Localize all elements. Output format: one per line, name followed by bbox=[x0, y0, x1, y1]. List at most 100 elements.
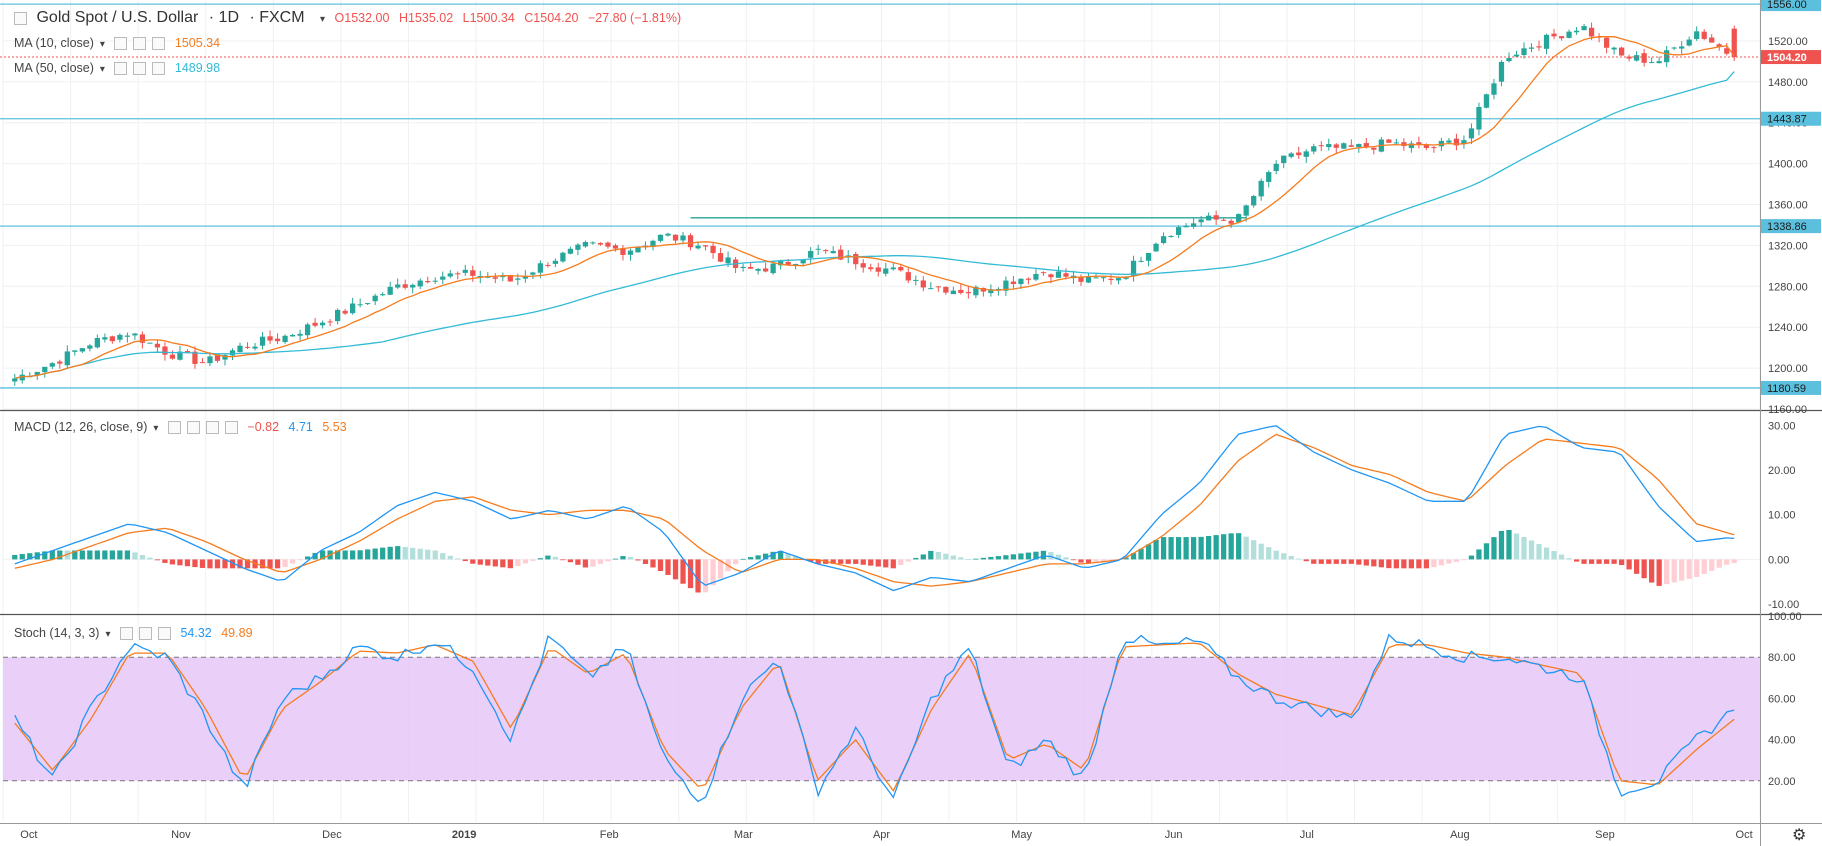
candle-body bbox=[695, 245, 701, 249]
candle-body bbox=[1341, 143, 1347, 149]
candle-body bbox=[1033, 274, 1039, 280]
macd-histogram-bar bbox=[395, 546, 401, 560]
macd-histogram-bar bbox=[717, 559, 724, 579]
macd-histogram-bar bbox=[935, 551, 941, 560]
candle-body bbox=[1175, 227, 1182, 235]
macd-histogram-bar bbox=[132, 552, 138, 560]
macd-histogram-bar bbox=[1641, 559, 1647, 579]
macd-histogram-bar bbox=[154, 559, 161, 561]
macd-histogram-bar bbox=[560, 559, 566, 561]
candle-body bbox=[297, 333, 303, 336]
candle-body bbox=[1408, 143, 1414, 149]
source-icon[interactable] bbox=[205, 421, 219, 435]
visibility-icon[interactable] bbox=[114, 37, 128, 51]
gear-icon[interactable]: ⚙ bbox=[1792, 827, 1806, 844]
candle-body bbox=[1221, 219, 1227, 221]
macd-histogram-bar bbox=[1025, 552, 1032, 560]
macd-histogram-bar bbox=[1468, 555, 1475, 560]
macd-legend[interactable]: MACD (12, 26, close, 9) ▾ −0.82 4.71 5.53 bbox=[14, 420, 353, 435]
candle-body bbox=[462, 269, 468, 273]
macd-histogram-bar bbox=[1123, 557, 1129, 560]
macd-histogram-bar bbox=[1145, 544, 1152, 560]
candle-body bbox=[747, 267, 754, 269]
candle-body bbox=[357, 304, 363, 306]
remove-icon[interactable] bbox=[157, 627, 171, 641]
macd-histogram-bar bbox=[1190, 537, 1197, 560]
candle-body bbox=[1160, 236, 1167, 244]
macd-histogram-bar bbox=[1709, 559, 1715, 571]
chevron-down-icon[interactable]: ▾ bbox=[320, 14, 326, 25]
main-legend: Gold Spot / U.S. Dollar · 1D · FXCM ▾ O1… bbox=[14, 9, 687, 27]
chevron-down-icon[interactable]: ▾ bbox=[99, 64, 105, 75]
stoch-legend[interactable]: Stoch (14, 3, 3) ▾ 54.32 49.89 bbox=[14, 626, 259, 641]
remove-icon[interactable] bbox=[224, 421, 238, 435]
macd-histogram-bar bbox=[192, 559, 198, 568]
symbol-title[interactable]: Gold Spot / U.S. Dollar · 1D · FXCM bbox=[36, 9, 305, 26]
macd-histogram-bar bbox=[920, 554, 926, 560]
time-axis-label: Feb bbox=[600, 829, 619, 841]
settings-icon[interactable] bbox=[186, 421, 200, 435]
ma10-legend[interactable]: MA (10, close) ▾ 1505.34 bbox=[14, 36, 226, 51]
candle-body bbox=[259, 336, 266, 346]
macd-histogram-bar bbox=[868, 559, 874, 566]
candle-body bbox=[147, 342, 153, 344]
candle-body bbox=[650, 240, 656, 248]
remove-icon[interactable] bbox=[152, 62, 166, 76]
candle-body bbox=[1348, 145, 1354, 147]
price-tick-label: 1240.00 bbox=[1768, 322, 1808, 334]
chevron-down-icon[interactable]: ▾ bbox=[99, 39, 105, 50]
candle-body bbox=[387, 286, 393, 295]
candle-body bbox=[372, 295, 378, 302]
visibility-icon[interactable] bbox=[114, 62, 128, 76]
macd-histogram-bar bbox=[740, 558, 746, 560]
candle-body bbox=[575, 244, 581, 250]
macd-histogram-bar bbox=[1521, 537, 1527, 560]
macd-histogram-bar bbox=[1558, 554, 1565, 560]
last-price-tag-label: 1504.20 bbox=[1767, 52, 1807, 64]
visibility-icon[interactable] bbox=[167, 421, 181, 435]
candle-body bbox=[1100, 277, 1107, 279]
macd-histogram-bar bbox=[447, 555, 453, 560]
candle-body bbox=[868, 267, 874, 270]
ma50-legend[interactable]: MA (50, close) ▾ 1489.98 bbox=[14, 61, 226, 76]
price-tick-label: 1520.00 bbox=[1768, 36, 1808, 48]
candle-body bbox=[199, 362, 206, 364]
macd-histogram-bar bbox=[1048, 552, 1054, 560]
remove-icon[interactable] bbox=[152, 37, 166, 51]
candle-body bbox=[402, 284, 408, 288]
candle-body bbox=[417, 280, 423, 287]
macd-histogram-bar bbox=[350, 550, 356, 560]
macd-histogram-bar bbox=[162, 559, 168, 563]
candle-body bbox=[913, 279, 919, 281]
macd-histogram-bar bbox=[627, 556, 634, 560]
macd-histogram-bar bbox=[289, 559, 296, 564]
chevron-down-icon[interactable]: ▾ bbox=[105, 629, 111, 640]
chevron-down-icon[interactable]: ▾ bbox=[153, 423, 159, 434]
candle-body bbox=[500, 276, 506, 278]
macd-histogram-bar bbox=[552, 556, 559, 560]
visibility-icon[interactable] bbox=[119, 627, 133, 641]
macd-histogram-bar bbox=[958, 557, 964, 560]
macd-tick-label: 30.00 bbox=[1768, 420, 1796, 432]
ohlc-open: O1532.00 bbox=[334, 11, 390, 25]
macd-histogram-bar bbox=[462, 559, 468, 562]
price-tick-label: 1400.00 bbox=[1768, 159, 1808, 171]
settings-icon[interactable] bbox=[133, 37, 147, 51]
candle-body bbox=[1498, 61, 1505, 82]
candle-body bbox=[657, 234, 664, 241]
settings-icon[interactable] bbox=[133, 62, 147, 76]
collapse-icon[interactable] bbox=[14, 12, 27, 26]
candle-body bbox=[1401, 142, 1407, 147]
stoch-d-line bbox=[14, 642, 1735, 792]
settings-icon[interactable] bbox=[138, 627, 152, 641]
candle-body bbox=[1003, 280, 1009, 291]
macd-histogram-bar bbox=[1356, 559, 1362, 565]
macd-histogram-bar bbox=[650, 559, 656, 568]
price-tick-label: 1280.00 bbox=[1768, 281, 1808, 293]
candle-body bbox=[319, 322, 326, 326]
candle-body bbox=[1423, 144, 1430, 148]
time-axis-label: Jul bbox=[1300, 829, 1314, 841]
candle-body bbox=[1303, 151, 1309, 157]
candle-body bbox=[612, 245, 619, 249]
